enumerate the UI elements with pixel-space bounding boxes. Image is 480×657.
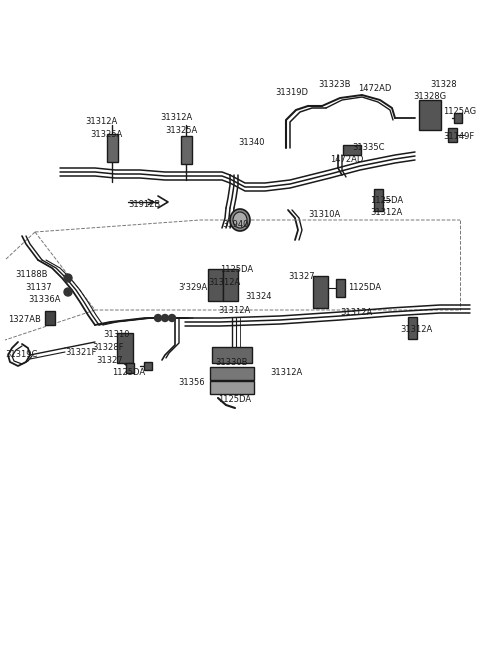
Text: 1125DA: 1125DA [220,265,253,274]
Ellipse shape [233,212,247,228]
Text: 1125DA: 1125DA [348,283,381,292]
Text: 31335C: 31335C [352,143,384,152]
Circle shape [161,315,168,321]
Bar [144,362,152,370]
Text: 31912B: 31912B [128,200,160,209]
Circle shape [155,315,161,321]
Bar [126,363,134,373]
Text: 31321F: 31321F [65,348,96,357]
Text: 31312A: 31312A [340,308,372,317]
Text: 31325A: 31325A [165,126,197,135]
Text: 31319C: 31319C [5,350,37,359]
Text: 31325A: 31325A [90,130,122,139]
Text: 1125DA: 1125DA [370,196,403,205]
Text: 31312A: 31312A [270,368,302,377]
Bar [373,189,383,211]
Bar [210,380,254,394]
Text: 31336A: 31336A [28,295,60,304]
Text: 31324: 31324 [245,292,272,301]
Text: 31940: 31940 [222,220,248,229]
Text: 31323B: 31323B [318,80,350,89]
Bar [107,134,118,162]
Bar [408,317,417,339]
Text: 1125DA: 1125DA [112,368,145,377]
Bar [336,279,345,297]
Text: 31340: 31340 [238,138,264,147]
Text: 1472AD: 1472AD [358,84,391,93]
Text: 31327: 31327 [96,356,122,365]
Text: 1125DA: 1125DA [218,395,251,404]
Text: 31328G: 31328G [413,92,446,101]
Text: 1327AB: 1327AB [8,315,41,324]
Text: 31310A: 31310A [308,210,340,219]
Bar [454,113,462,123]
Text: 31137: 31137 [25,283,52,292]
Text: 31312A: 31312A [85,117,117,126]
Text: 31330B: 31330B [215,358,248,367]
Bar [312,276,327,308]
Bar [207,269,223,301]
Text: 31149F: 31149F [443,132,474,141]
Circle shape [64,274,72,282]
Text: 31356: 31356 [178,378,204,387]
Bar [343,145,361,155]
Text: 31328: 31328 [430,80,456,89]
Ellipse shape [230,209,250,231]
Bar [447,128,456,142]
Text: 1125AG: 1125AG [443,107,476,116]
Text: 31328F: 31328F [92,343,123,352]
Text: 31312A: 31312A [160,113,192,122]
Text: 31312A: 31312A [370,208,402,217]
Text: 3'329A: 3'329A [178,283,207,292]
Circle shape [64,288,72,296]
Text: 1472AD: 1472AD [330,155,363,164]
Bar [117,333,133,363]
Bar [223,269,238,301]
Bar [45,311,55,325]
Bar [180,136,192,164]
Text: 31312A: 31312A [400,325,432,334]
Bar [212,347,252,363]
Bar [210,367,254,380]
Text: 31319D: 31319D [275,88,308,97]
Text: 31188B: 31188B [15,270,48,279]
Text: 31312A: 31312A [218,306,250,315]
Bar [419,100,441,130]
Circle shape [168,315,176,321]
Text: 31312A: 31312A [208,278,240,287]
Text: 31327: 31327 [288,272,314,281]
Text: 31310: 31310 [103,330,130,339]
